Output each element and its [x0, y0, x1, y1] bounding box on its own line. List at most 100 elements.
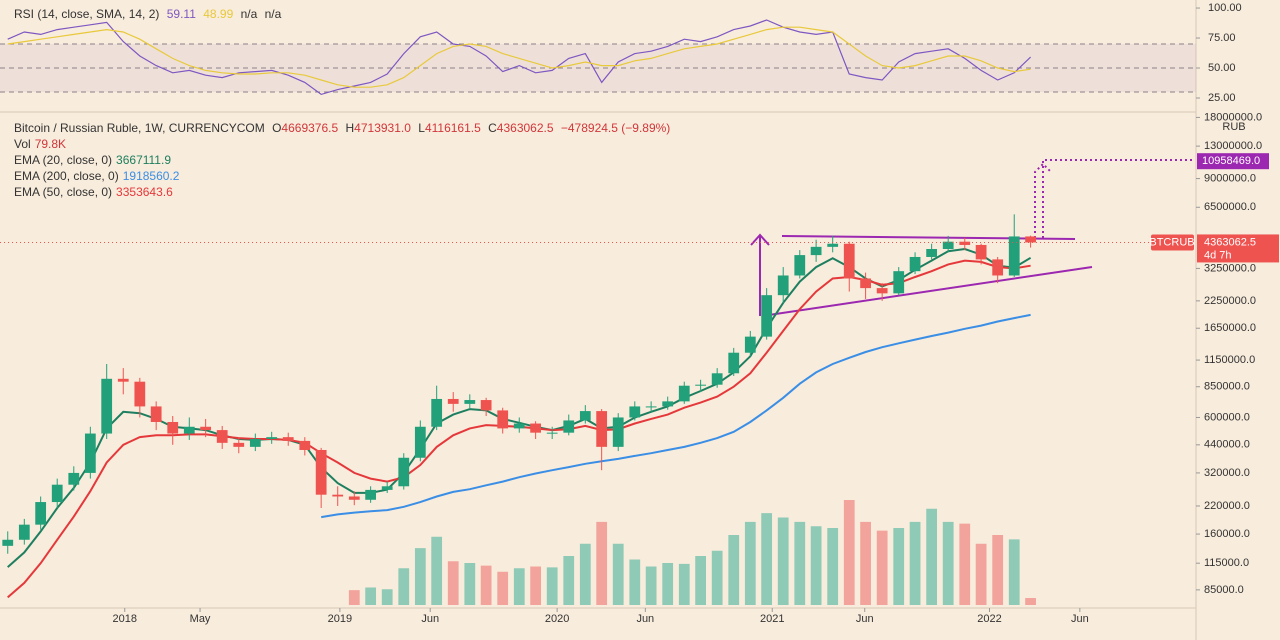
y-tick-label: 1150000.0: [1204, 354, 1255, 366]
candle-body: [249, 439, 261, 447]
volume-bar: [563, 556, 575, 605]
ohlc: O4669376.5 H4713931.0 L4116161.5 C436306…: [272, 121, 674, 135]
y-tick-label: 18000000.0: [1204, 111, 1262, 123]
arrow-head: [750, 233, 770, 246]
target-arrow: [1034, 162, 1052, 238]
volume-bar: [398, 568, 410, 605]
candle-body: [332, 494, 344, 497]
symbol: Bitcoin / Russian Ruble, 1W, CURRENCYCOM: [14, 121, 265, 135]
ohlc-label: H: [345, 121, 355, 135]
volume-value: 79.8K: [34, 137, 67, 151]
y-tick-label: 3250000.0: [1204, 262, 1256, 274]
candle-body: [1008, 236, 1020, 276]
rsi-line: [7, 26, 1031, 88]
candle-body: [513, 423, 525, 429]
candle-body: [464, 400, 476, 404]
rsi-tick-label: 50.00: [1208, 62, 1236, 74]
volume-bar: [843, 500, 855, 605]
candle-body: [51, 484, 63, 503]
candle-body: [794, 255, 806, 276]
main-legend: Bitcoin / Russian Ruble, 1W, CURRENCYCOM…: [14, 120, 678, 200]
volume-bar: [447, 561, 459, 605]
volume-bar: [992, 535, 1004, 605]
volume-bar: [612, 543, 624, 605]
candle-body: [431, 398, 443, 427]
volume-row: Vol 79.8K: [14, 136, 678, 152]
candle-body: [150, 406, 162, 422]
volume-bar: [810, 526, 822, 605]
volume-name: Vol: [14, 137, 31, 151]
x-tick-label: Jun: [856, 613, 874, 625]
candle-body: [68, 472, 80, 485]
y-tick-label: 160000.0: [1204, 528, 1250, 540]
candle-body: [843, 243, 855, 279]
candle-body: [645, 406, 657, 408]
candle-body: [530, 423, 542, 433]
rsi-na: n/a: [264, 7, 282, 21]
candle-body: [183, 426, 195, 434]
candle-body: [299, 440, 311, 450]
volume-bar: [893, 528, 905, 605]
ema-row: EMA (200, close, 0) 1918560.2: [14, 168, 678, 184]
y-tick-label: 85000.0: [1204, 584, 1244, 596]
volume-bar: [546, 567, 558, 605]
price-tag-countdown: 4d 7h: [1204, 249, 1232, 261]
candle-body: [959, 241, 971, 245]
x-tick-label: 2019: [328, 613, 352, 625]
x-tick-label: Jun: [421, 613, 439, 625]
rsi-legend: RSI (14, close, SMA, 14, 2) 59.11 48.99 …: [14, 6, 285, 22]
ohlc-value: 4669376.5: [281, 121, 339, 135]
candle-body: [596, 411, 608, 447]
candle-body: [860, 278, 871, 289]
volume-bar: [596, 521, 608, 605]
x-tick-label: 2018: [113, 613, 137, 625]
candle-body: [84, 433, 96, 473]
volume-bar: [761, 513, 773, 605]
volume-bar: [464, 563, 476, 605]
x-tick-label: 2022: [977, 613, 1001, 625]
y-tick-label: 115000.0: [1204, 557, 1249, 569]
support-line: [761, 266, 1093, 317]
candle-body: [216, 430, 228, 443]
candle-body: [18, 524, 30, 540]
volume-bar: [579, 543, 591, 605]
symbol-row: Bitcoin / Russian Ruble, 1W, CURRENCYCOM…: [14, 120, 678, 136]
ema-name: EMA (20, close, 0): [14, 153, 113, 167]
volume-bar: [381, 589, 393, 605]
target-tag-label: 10958469.0: [1202, 155, 1260, 167]
price-tag-value: 4363062.5: [1204, 236, 1256, 248]
volume-bar: [530, 566, 542, 605]
candle-body: [695, 384, 706, 386]
candle-body: [266, 437, 278, 440]
rsi-na: n/a: [240, 7, 258, 21]
candle-body: [761, 295, 773, 337]
candle-body: [942, 241, 954, 250]
candle-body: [909, 256, 921, 272]
target-tag: [1197, 153, 1269, 170]
ticker-label: BTCRUB: [1149, 236, 1194, 248]
candle-body: [365, 489, 377, 500]
candle-body: [711, 373, 723, 385]
candle-body: [101, 378, 113, 434]
rsi-value: 59.11: [166, 7, 196, 21]
candle-body: [35, 502, 47, 525]
ticker-tag: [1151, 234, 1194, 251]
ohlc-value: 4116161.5: [424, 121, 481, 135]
change: −478924.5 (−9.89%): [560, 121, 671, 135]
rsi-tick-label: 75.00: [1208, 32, 1236, 44]
candle-body: [546, 432, 558, 434]
candle-body: [975, 244, 987, 260]
y-tick-label: 1650000.0: [1204, 322, 1256, 334]
volume-bar: [513, 568, 525, 605]
y-tick-label: 440000.0: [1204, 439, 1250, 451]
y-tick-label: 850000.0: [1204, 381, 1250, 393]
candle-body: [398, 457, 410, 487]
volume-bar: [926, 508, 938, 605]
target-projection: [1042, 159, 1195, 238]
volume-bar: [909, 521, 921, 605]
candle-body: [497, 410, 509, 429]
candle-body: [200, 426, 212, 431]
candle-body: [2, 539, 14, 546]
volume-bar: [744, 521, 756, 605]
